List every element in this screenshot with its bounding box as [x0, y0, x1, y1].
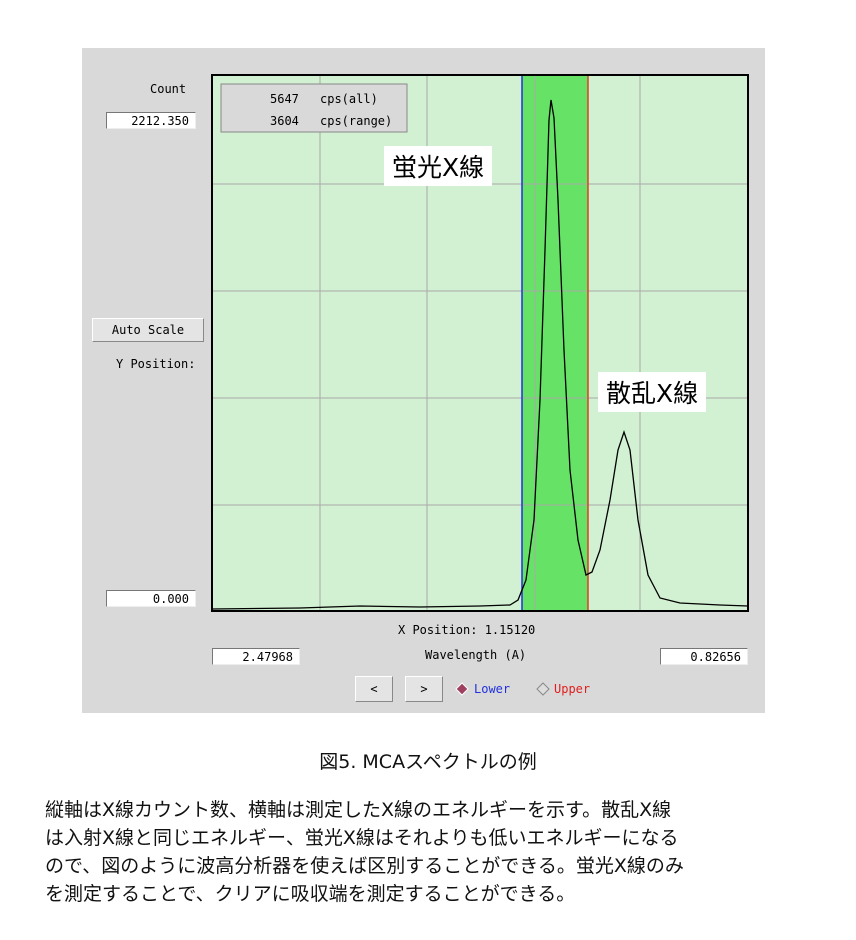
- caption: 図5. MCAスペクトルの例: [319, 751, 537, 773]
- count-label: Count: [150, 82, 187, 96]
- body-text: 縦軸はX線カウント数、横軸は測定したX線のエネルギーを示す。散乱X線 は入射X線…: [45, 796, 684, 908]
- body-line: 縦軸はX線カウント数、横軸は測定したX線のエネルギーを示す。散乱X線: [45, 799, 672, 821]
- stat-unit: cps(range): [320, 114, 393, 128]
- annotation: 散乱X線: [598, 372, 707, 412]
- x-position-label: X Position: 1.15120: [398, 623, 536, 637]
- body-line: ので、図のように波高分析器を使えば区別することができる。蛍光X線のみ: [45, 855, 684, 877]
- prev-button[interactable]: <: [355, 676, 393, 702]
- count-max-field[interactable]: 2212.350: [106, 112, 196, 129]
- x-axis-label: Wavelength (A): [425, 648, 527, 662]
- spectrum-curve: [211, 99, 749, 610]
- next-button[interactable]: >: [405, 676, 443, 702]
- stats-box: [220, 83, 408, 133]
- range-band: [522, 75, 588, 611]
- annotation: 蛍光X線: [384, 146, 493, 186]
- stat-unit: cps(all): [320, 92, 378, 106]
- y-position-label: Y Position:: [116, 357, 196, 371]
- upper-radio[interactable]: [536, 682, 550, 696]
- count-min-field[interactable]: 0.000: [106, 590, 196, 607]
- x-min-field[interactable]: 2.47968: [212, 648, 300, 665]
- lower-label: Lower: [474, 682, 511, 696]
- body-line: を測定することで、クリアに吸収端を測定することができる。: [45, 883, 576, 905]
- radio-icons: [455, 682, 550, 696]
- body-line: は入射X線と同じエネルギー、蛍光X線はそれよりも低いエネルギーになる: [45, 827, 679, 849]
- upper-label: Upper: [554, 682, 591, 696]
- stat-value: 5647: [270, 92, 299, 106]
- plot-frame: [211, 74, 749, 612]
- lower-radio[interactable]: [455, 682, 469, 696]
- x-max-field[interactable]: 0.82656: [660, 648, 748, 665]
- stat-value: 3604: [270, 114, 299, 128]
- auto-scale-button[interactable]: Auto Scale: [92, 318, 204, 342]
